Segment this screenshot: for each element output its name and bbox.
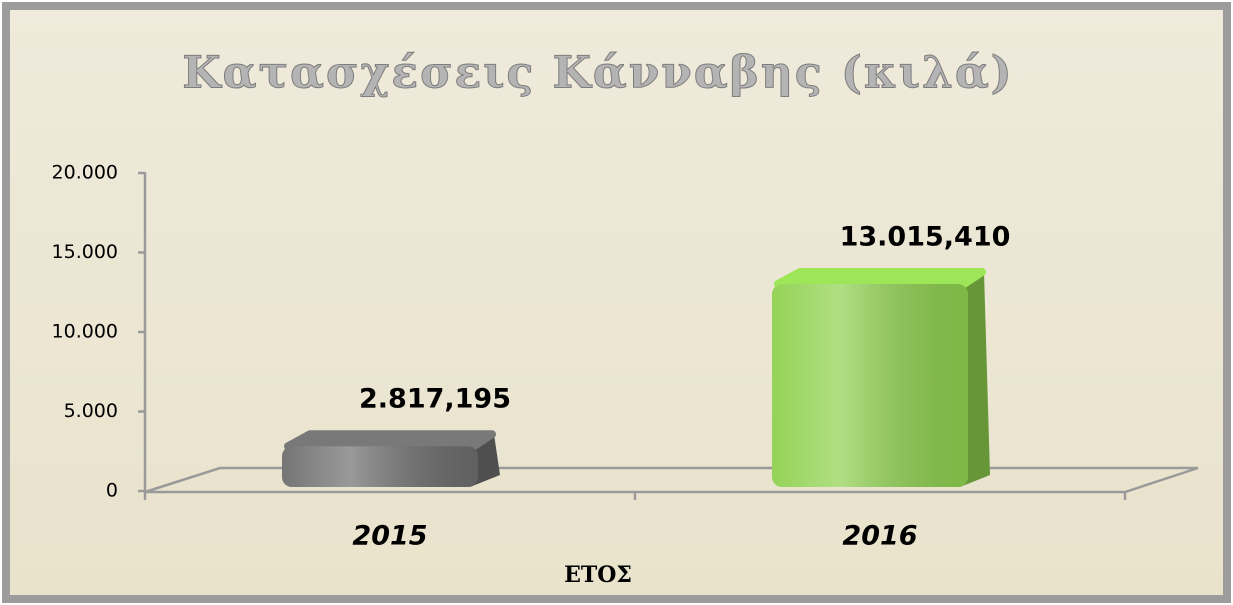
x-tick-label: 2016 [842,521,917,552]
bar [282,430,500,487]
bar-top [774,268,986,289]
floor [144,466,1199,494]
bar [772,268,990,487]
y-tick-label: 5.000 [64,400,118,422]
value-label: 2.817,195 [359,384,511,415]
x-axis-label: ΕΤΟΣ [564,562,632,588]
y-tick-label: 15.000 [52,241,118,263]
y-tick-label: 10.000 [52,321,118,343]
x-tick-label: 2015 [352,521,427,552]
chart-title: Κατασχέσεις Κάνναβης (κιλά) [182,48,1013,99]
bar-shine [772,284,968,487]
value-label: 13.015,410 [840,222,1011,253]
y-tick-label: 0 [106,480,118,502]
bar-top [284,430,496,451]
bar-shine [282,446,478,487]
y-tick-label: 20.000 [52,162,118,184]
